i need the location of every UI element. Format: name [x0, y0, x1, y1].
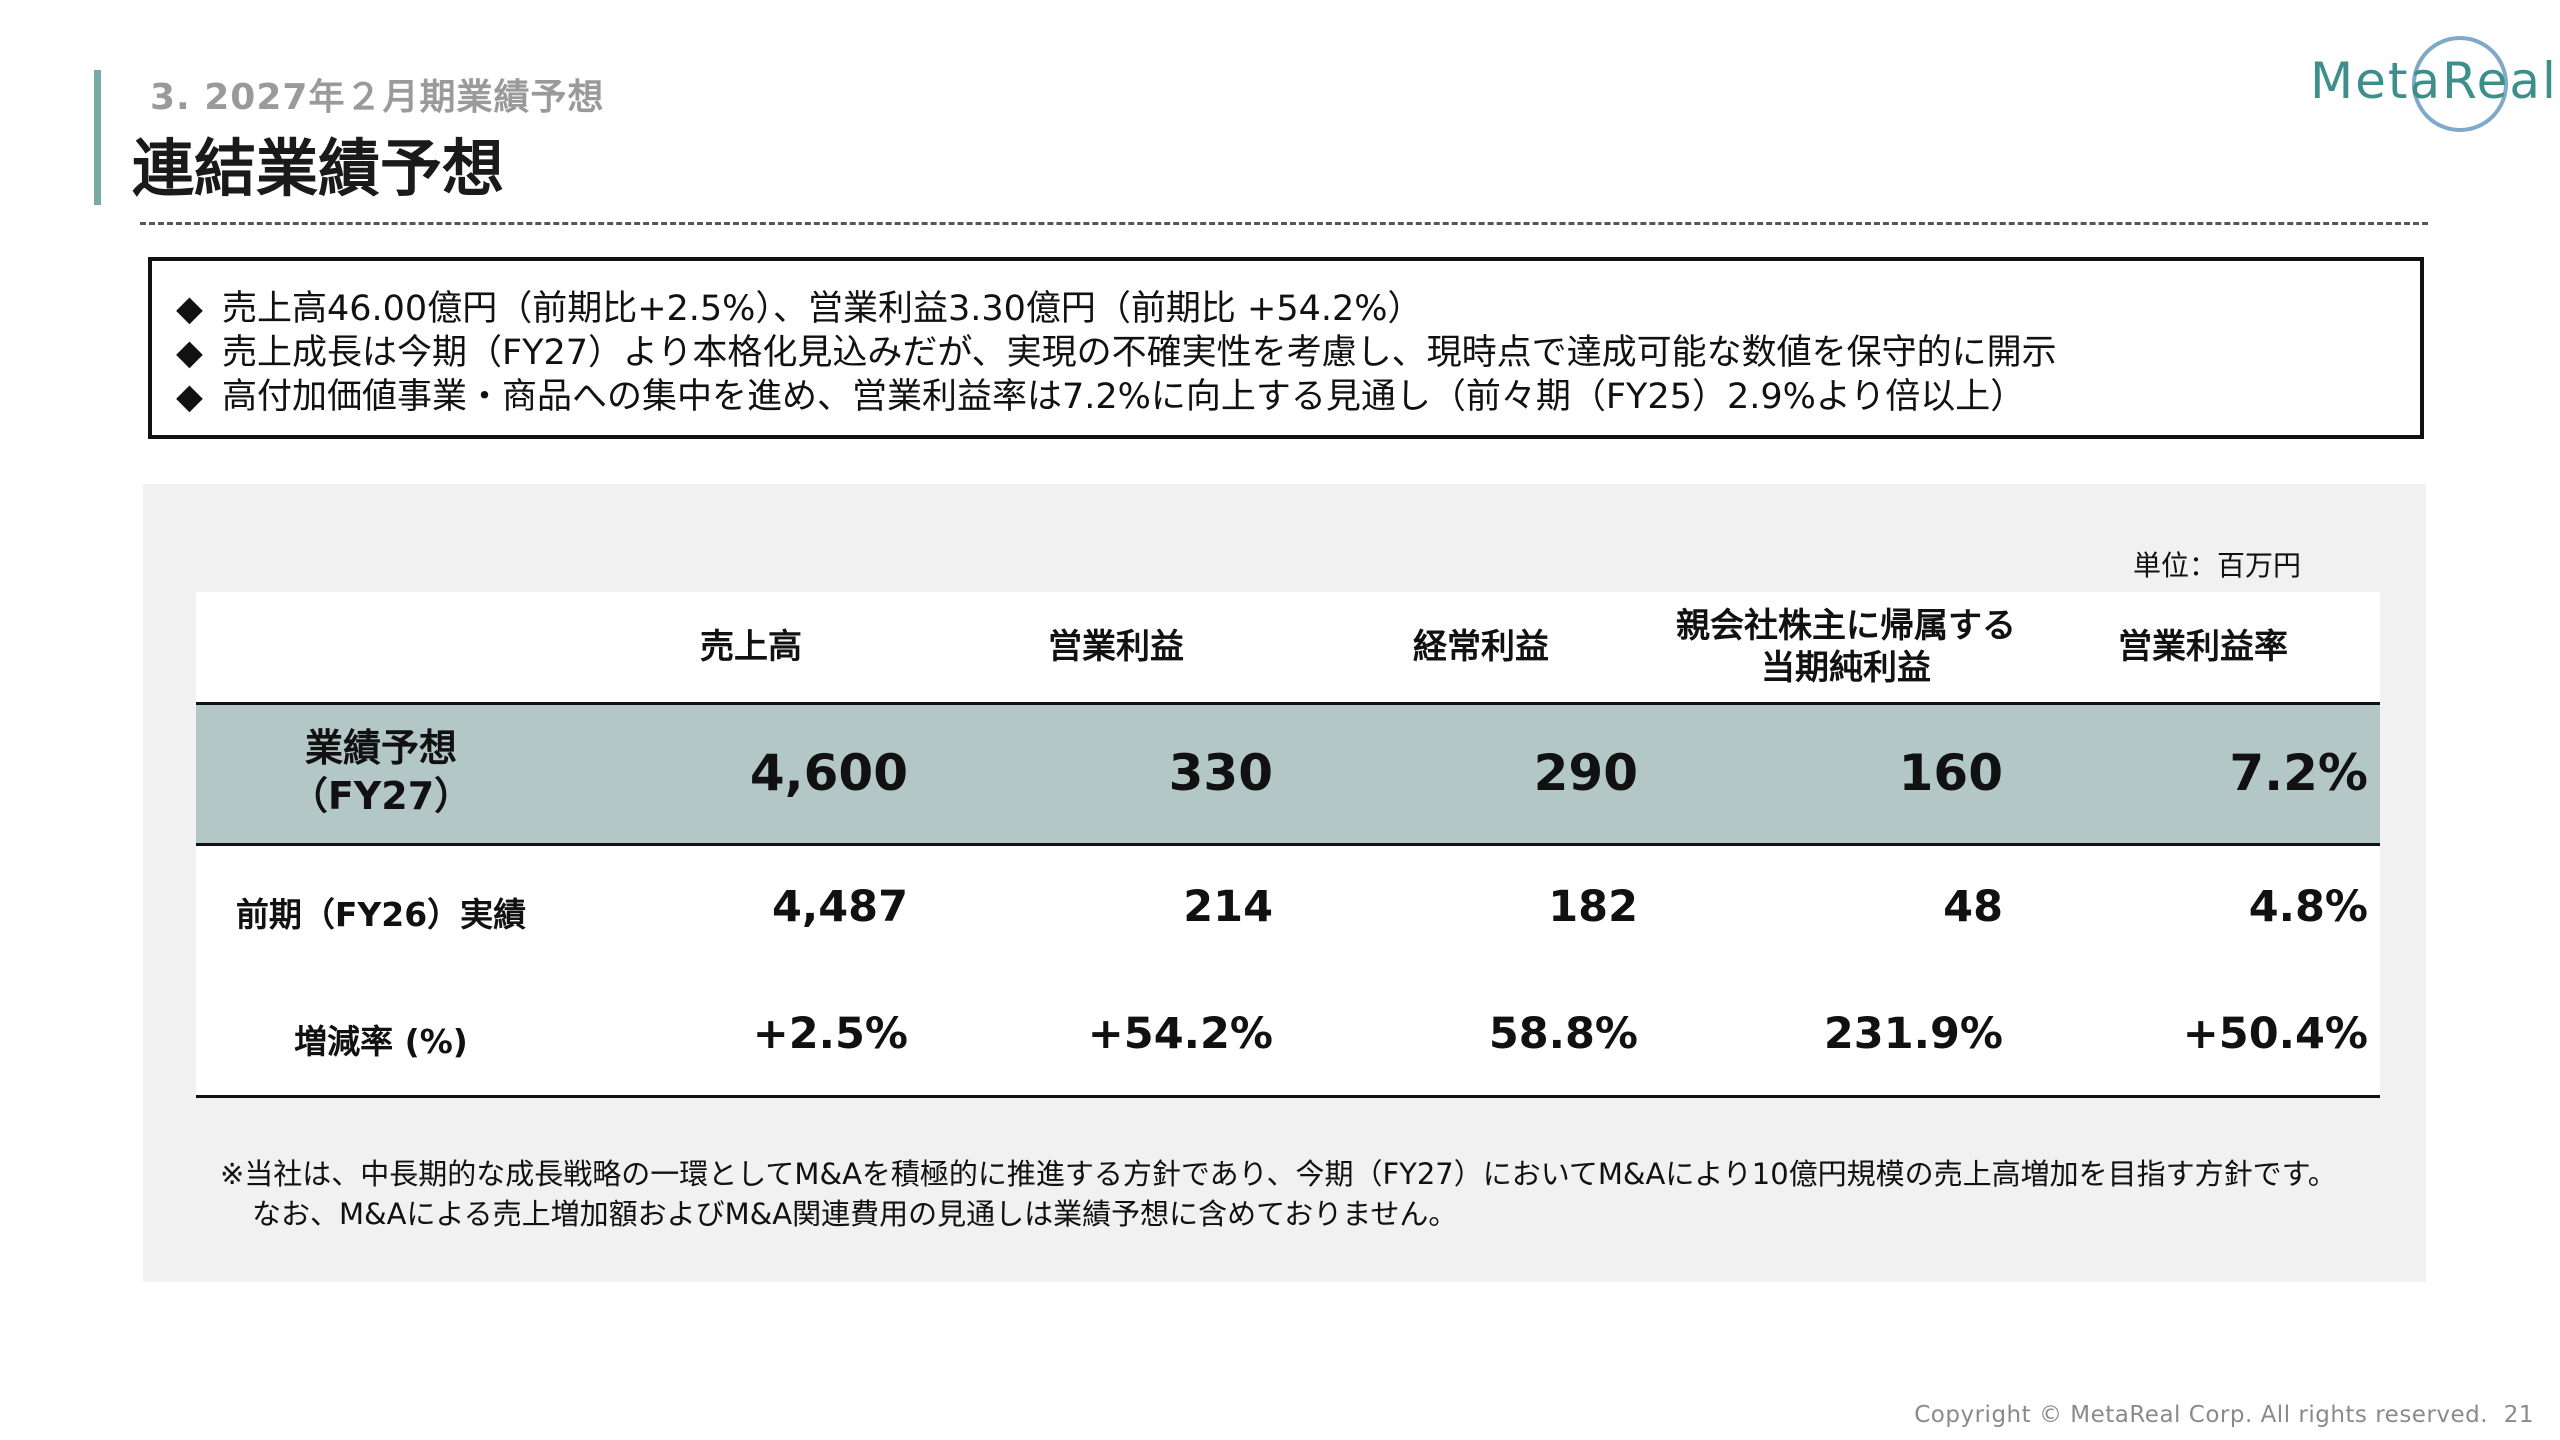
previous-sales: 4,487 [771, 882, 908, 932]
summary-bullet: ◆ 売上成長は今期（FY27）より本格化見込みだが、実現の不確実性を考慮し、現時点… [176, 333, 2057, 373]
summary-box: ◆ 売上高46.00億円（前期比+2.5%）、営業利益3.30億円（前期比 +54… [148, 257, 2424, 439]
logo-text: MetaReal [2310, 52, 2558, 110]
forecast-operating-margin: 7.2% [2229, 744, 2368, 802]
col-header-operating-margin: 営業利益率 [2118, 627, 2288, 667]
forecast-row [196, 702, 2380, 846]
col-header-ordinary-profit: 経常利益 [1413, 627, 1549, 667]
section-label: 3. 2027年２月期業績予想 [150, 77, 605, 118]
forecast-operating-profit: 330 [1168, 744, 1273, 802]
unit-label: 単位：百万円 [2133, 549, 2302, 582]
previous-operating-profit: 214 [1183, 882, 1273, 932]
change-sales: +2.5% [752, 1009, 908, 1059]
diamond-bullet-icon: ◆ [176, 377, 203, 417]
forecast-net-income: 160 [1898, 744, 2003, 802]
forecast-row-label: 業績予想 （FY27） [289, 726, 473, 818]
change-operating-profit: +54.2% [1087, 1009, 1273, 1059]
forecast-sales: 4,600 [749, 744, 908, 802]
col-header-sales: 売上高 [700, 627, 802, 667]
diamond-bullet-icon: ◆ [176, 333, 203, 373]
footnote: ※当社は、中長期的な成長戦略の一環としてM&Aを積極的に推進する方針であり、今期… [220, 1157, 2337, 1231]
col-header-operating-profit: 営業利益 [1048, 627, 1184, 667]
forecast-ordinary-profit: 290 [1533, 744, 1638, 802]
title-accent-bar [94, 70, 101, 205]
page-title: 連結業績予想 [132, 132, 505, 205]
previous-operating-margin: 4.8% [2248, 882, 2368, 932]
previous-ordinary-profit: 182 [1548, 882, 1638, 932]
forecast-table: 売上高 営業利益 経常利益 親会社株主に帰属する 当期純利益 営業利益率 業績予… [196, 592, 2380, 1098]
change-ordinary-profit: 58.8% [1488, 1009, 1638, 1059]
metareal-logo: MetaReal [2300, 30, 2556, 140]
table-bottom-rule [196, 1095, 2380, 1098]
change-net-income: 231.9% [1823, 1009, 2003, 1059]
change-operating-margin: +50.4% [2182, 1009, 2368, 1059]
summary-bullet: ◆ 売上高46.00億円（前期比+2.5%）、営業利益3.30億円（前期比 +54… [176, 289, 1423, 329]
summary-bullet: ◆ 高付加価値事業・商品への集中を進め、営業利益率は7.2%に向上する見通し（前々… [176, 377, 2026, 417]
page-number: 21 [2503, 1402, 2534, 1428]
previous-net-income: 48 [1943, 882, 2003, 932]
previous-row-label: 前期（FY26）実績 [235, 895, 527, 934]
diamond-bullet-icon: ◆ [176, 289, 203, 329]
col-header-net-income: 親会社株主に帰属する 当期純利益 [1676, 606, 2016, 688]
change-row-label: 増減率 (%) [294, 1022, 468, 1061]
copyright-footer: Copyright © MetaReal Corp. All rights re… [1914, 1402, 2534, 1428]
dashed-divider [140, 222, 2428, 225]
logo-circle-icon [2412, 36, 2508, 132]
